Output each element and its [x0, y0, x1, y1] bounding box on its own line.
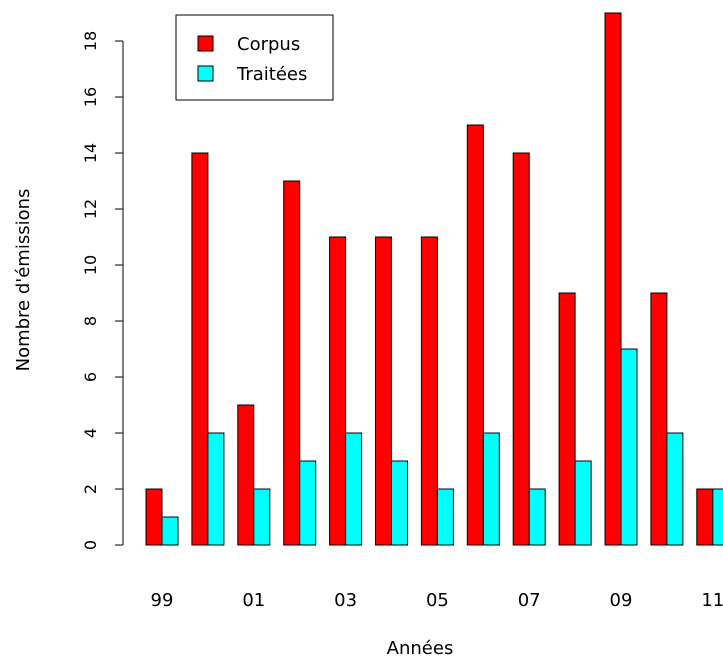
y-tick-label: 16: [81, 87, 100, 107]
bar-traitees: [299, 460, 317, 546]
y-tick-label: 2: [81, 484, 100, 494]
y-tick-label: 8: [81, 316, 100, 326]
bar-traitees: [207, 432, 225, 546]
legend-box: [175, 14, 334, 101]
bar-corpus: [375, 236, 392, 546]
bar-corpus: [191, 152, 209, 546]
bar-corpus: [558, 292, 576, 546]
bar-corpus: [237, 404, 255, 546]
bar-traitees: [253, 488, 271, 546]
x-axis-label: Années: [387, 638, 454, 659]
bar-traitees: [391, 460, 408, 546]
y-tick-label: 10: [81, 255, 100, 275]
legend: Corpus Traitées: [175, 14, 334, 101]
x-tick-label: 03: [334, 590, 357, 611]
bars: [145, 12, 723, 546]
bar-traitees: [161, 516, 179, 546]
y-tick-label: 0: [81, 540, 100, 550]
legend-label-traitees: Traitées: [236, 64, 307, 85]
bar-corpus: [650, 292, 668, 546]
x-tick-label: 09: [610, 590, 633, 611]
legend-label-corpus: Corpus: [237, 34, 300, 55]
legend-swatch-corpus: [197, 35, 214, 52]
x-tick-labels: 99 01 03 05 07 09 11: [151, 590, 723, 611]
bar-corpus: [420, 236, 438, 546]
bar-traitees: [436, 488, 454, 546]
x-tick-label: 11: [701, 590, 723, 611]
y-tick-label: 18: [81, 31, 100, 51]
bar-traitees: [666, 432, 684, 546]
y-tick-label: 4: [81, 428, 100, 438]
legend-swatch-traitees: [197, 65, 214, 82]
bar-traitees: [482, 432, 500, 546]
x-tick-label: 07: [518, 590, 541, 611]
bar-traitees: [712, 488, 723, 546]
bar-traitees: [528, 488, 546, 546]
bar-corpus: [466, 124, 484, 546]
x-tick-label: 01: [242, 590, 265, 611]
y-axis-label: Nombre d'émissions: [13, 189, 34, 372]
y-tick-label: 6: [81, 372, 100, 382]
bar-corpus: [283, 180, 301, 546]
bar-traitees: [620, 348, 638, 546]
bar-corpus: [145, 488, 163, 546]
y-tick-label: 12: [81, 199, 100, 219]
bar-corpus: [329, 236, 347, 546]
y-tick-label: 14: [81, 143, 100, 163]
y-axis: 0 2 4 6 8 10 12 14 16 18: [81, 31, 124, 550]
bar-corpus: [512, 152, 530, 546]
bar-corpus: [696, 488, 714, 546]
bar-corpus: [604, 12, 622, 546]
bar-traitees: [574, 460, 592, 546]
x-tick-label: 99: [151, 590, 174, 611]
x-tick-label: 05: [426, 590, 449, 611]
bar-traitees: [345, 432, 363, 546]
